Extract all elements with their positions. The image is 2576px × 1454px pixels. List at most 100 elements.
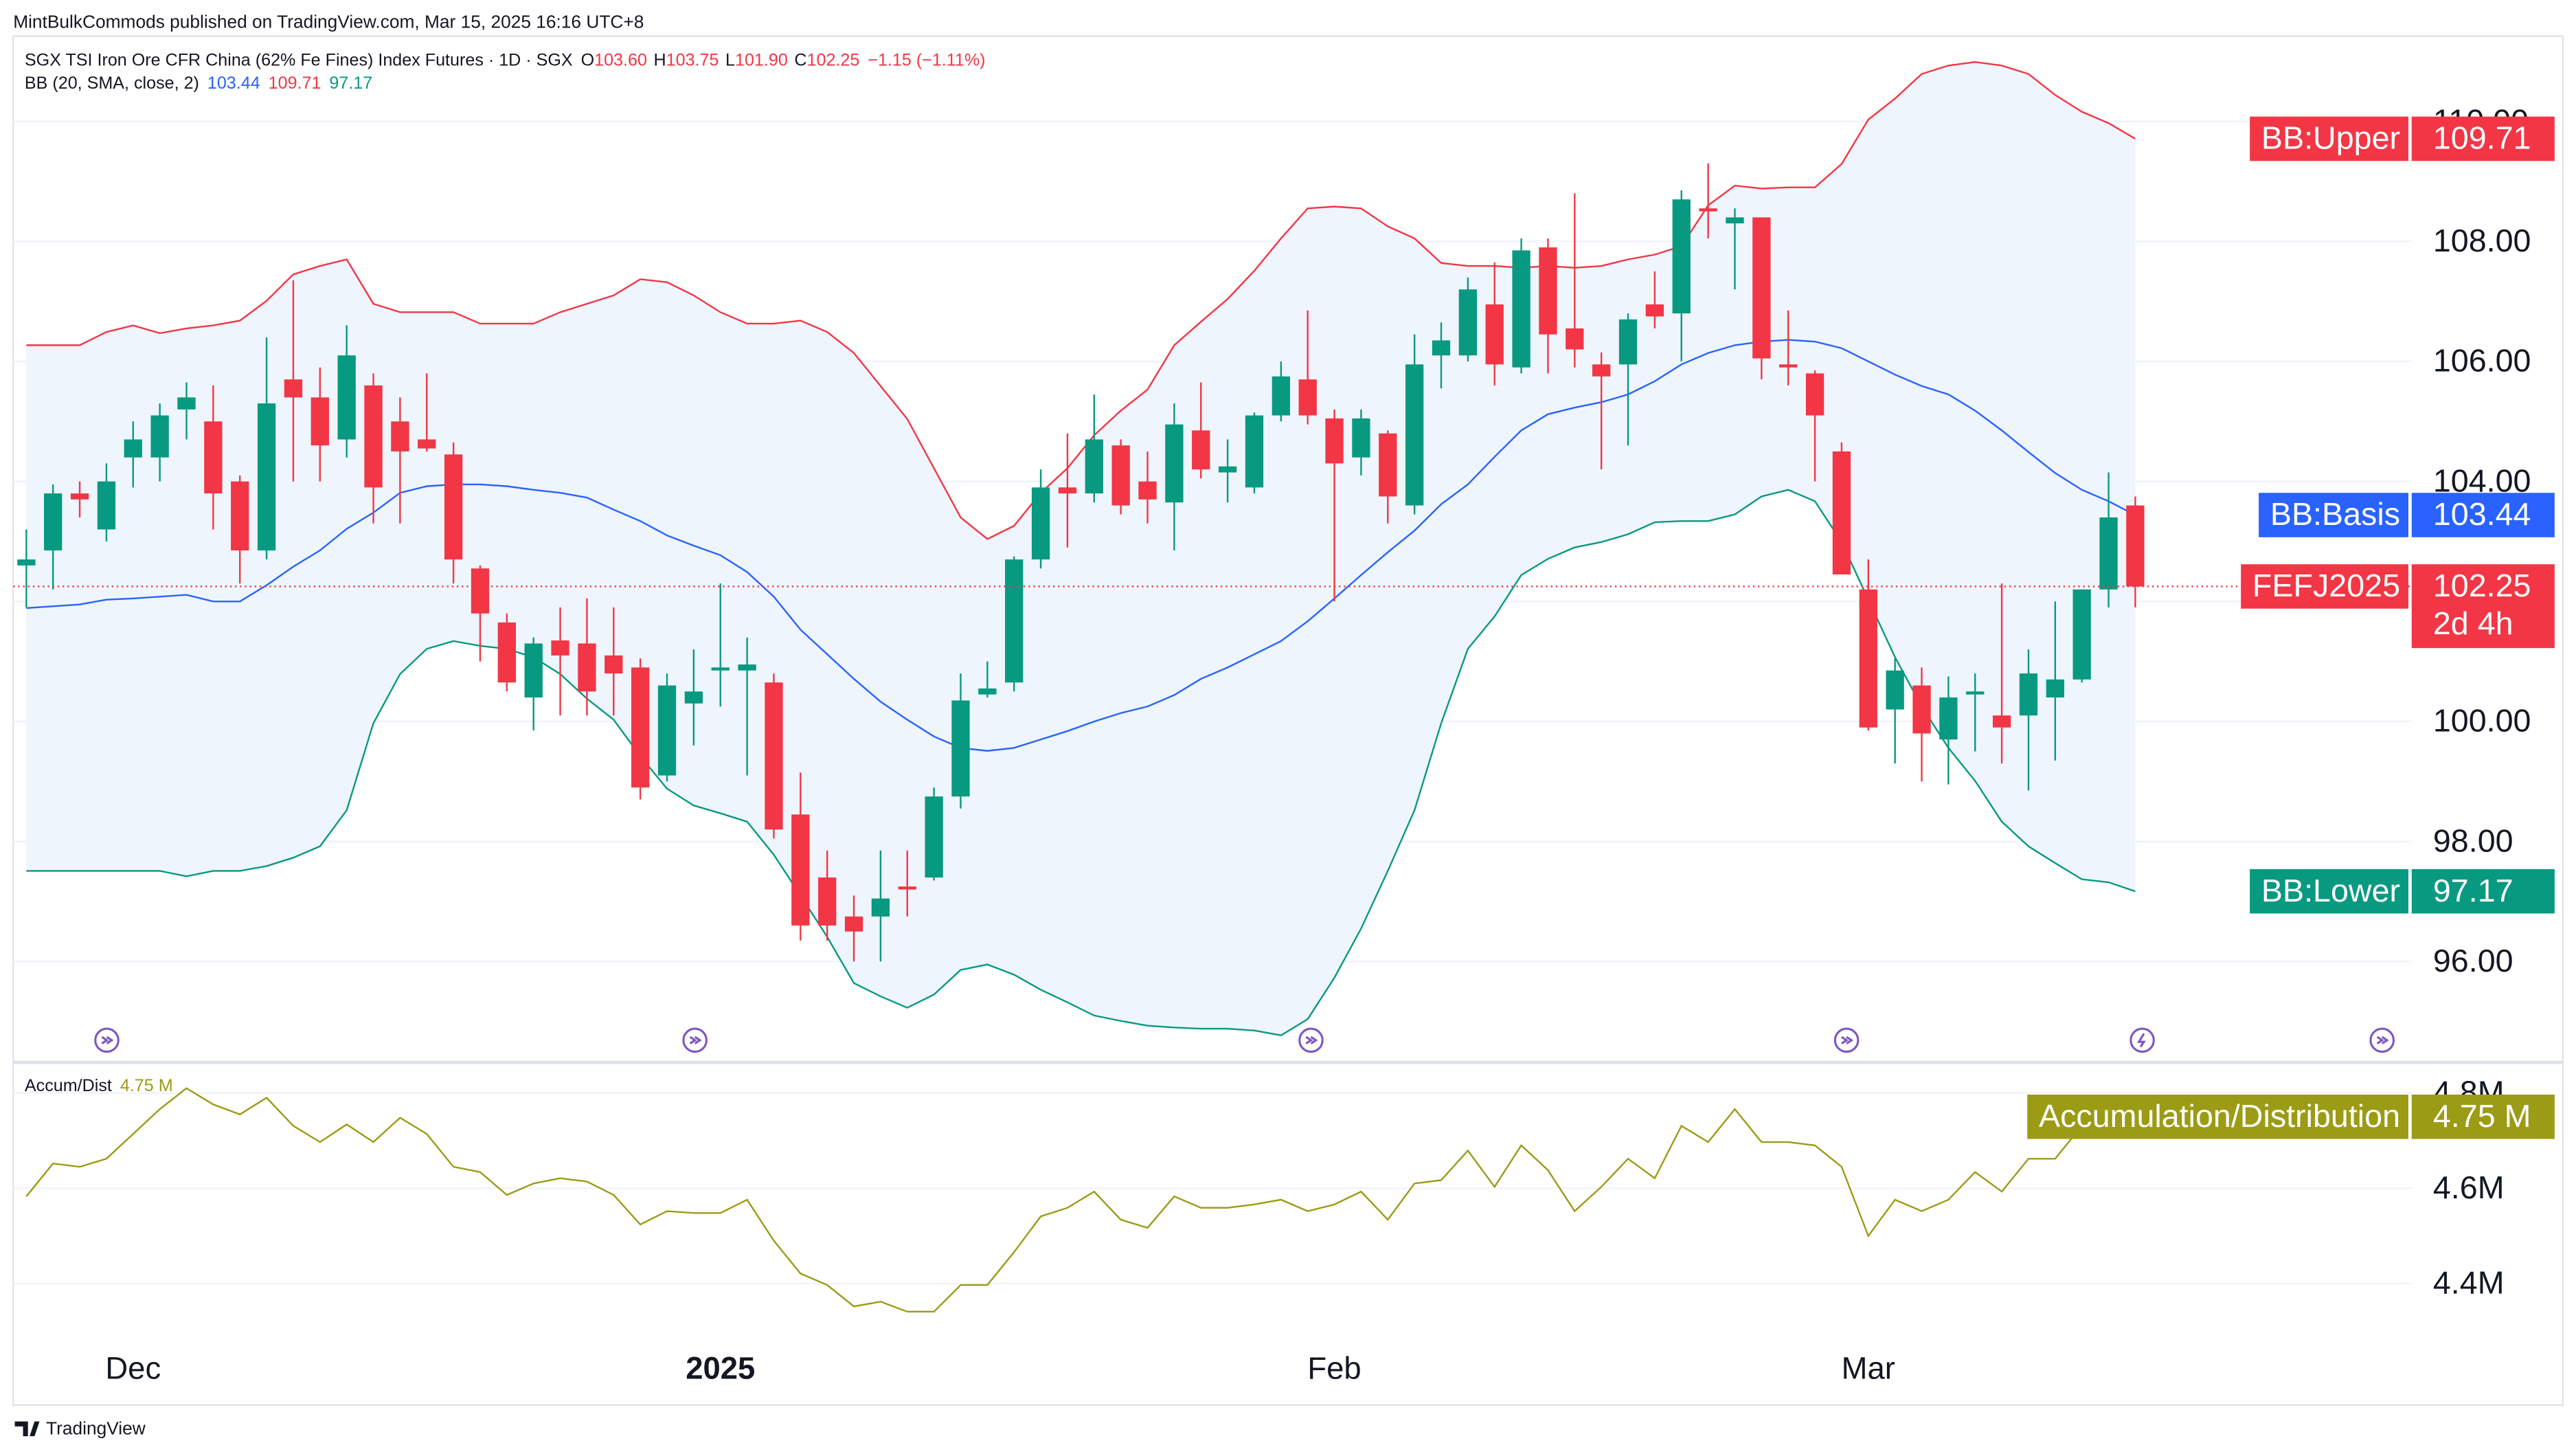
- candle-body: [1832, 451, 1851, 574]
- price-label-name-bg: [2250, 116, 2409, 161]
- brand: TradingView: [14, 1418, 146, 1439]
- candle-body: [1592, 364, 1611, 377]
- indicator-label: BB (20, SMA, close, 2): [25, 74, 199, 93]
- candle-body: [1779, 364, 1798, 368]
- candle-body: [497, 622, 516, 683]
- chart-title: SGX TSI Iron Ore CFR China (62% Fe Fines…: [25, 50, 573, 69]
- price-label-value-bg: [2411, 493, 2555, 537]
- y-tick-label: 4.6M: [2433, 1170, 2505, 1205]
- band-fill: [26, 62, 2136, 1036]
- ohlc-value: 101.90: [735, 50, 788, 69]
- candle-body: [578, 643, 596, 692]
- candle-body: [978, 688, 997, 695]
- event-icon[interactable]: [94, 1027, 120, 1053]
- ohlc-key: C: [794, 50, 806, 69]
- candle-body: [44, 493, 63, 551]
- candle-body: [124, 439, 142, 458]
- candle-body: [1726, 217, 1744, 224]
- event-icon[interactable]: [682, 1027, 708, 1053]
- price-pane: [13, 60, 2412, 1036]
- candle-body: [1325, 418, 1344, 464]
- candle-body: [551, 640, 569, 656]
- candle-body: [1859, 589, 1877, 728]
- candle-body: [1111, 445, 1130, 506]
- change: −1.15 (−1.11%): [868, 50, 985, 69]
- ohlc-value: 103.75: [666, 50, 719, 69]
- symbol-legend: SGX TSI Iron Ore CFR China (62% Fe Fines…: [25, 50, 986, 69]
- price-label-value-bg: [2411, 1094, 2555, 1139]
- event-icon[interactable]: [1833, 1027, 1860, 1053]
- candle-body: [418, 439, 436, 449]
- ad-legend: Accum/Dist 4.75 M: [25, 1075, 173, 1095]
- candle-body: [1966, 691, 1985, 695]
- price-label-value: 102.25: [2433, 568, 2531, 603]
- chart-frame: [12, 35, 2564, 1406]
- legend-value: 109.71: [269, 74, 321, 93]
- candle-body: [1618, 319, 1638, 365]
- event-icons: [94, 1027, 2395, 1053]
- x-tick-label: Dec: [105, 1351, 161, 1386]
- brand-logo: [14, 1421, 40, 1437]
- countdown: 2d 4h: [2433, 605, 2513, 641]
- candle-body: [1912, 685, 1931, 734]
- y-tick-label: 106.00: [2433, 343, 2531, 379]
- candle-body: [951, 700, 970, 797]
- candle-body: [765, 682, 783, 830]
- candle-body: [1192, 430, 1210, 470]
- candle-body: [2099, 517, 2118, 590]
- price-label-name: BB:Lower: [2261, 873, 2400, 908]
- ohlc-key: H: [654, 50, 666, 69]
- candle-body: [684, 691, 703, 704]
- ad-legend-value: 4.75 M: [120, 1075, 173, 1095]
- candle-body: [1379, 433, 1397, 497]
- candle-body: [898, 886, 916, 890]
- axes: 96.0098.00100.00102.00104.00106.00108.00…: [105, 102, 2531, 1385]
- candle-body: [444, 454, 463, 560]
- indicator-legend: BB (20, SMA, close, 2) 103.44 109.71 97.17: [25, 74, 372, 93]
- price-label-value: 109.71: [2433, 120, 2531, 156]
- indicator-pane: [25, 1087, 2136, 1313]
- price-label-name-bg: [2250, 869, 2409, 914]
- candle-body: [204, 421, 223, 494]
- candle-body: [1539, 247, 1557, 335]
- event-icon[interactable]: [2129, 1027, 2155, 1053]
- price-label-value-bg: [2411, 869, 2555, 914]
- event-icon[interactable]: [2369, 1027, 2395, 1053]
- candle-body: [631, 667, 650, 788]
- price-labels: BB:Upper 109.71 BB:Basis 103.44 BB:Lower 97.1…: [2027, 116, 2555, 1139]
- price-label-value: 103.44: [2433, 496, 2531, 532]
- candle-body: [1886, 670, 1904, 710]
- candle-body: [711, 667, 730, 671]
- candle-body: [70, 493, 89, 500]
- candle-body: [818, 877, 837, 926]
- price-label-name: Accumulation/Distribution: [2039, 1098, 2400, 1134]
- candle-body: [1031, 487, 1050, 560]
- y-tick-label: 96.00: [2433, 943, 2513, 978]
- candle-body: [524, 643, 543, 698]
- candle-body: [1939, 697, 1958, 740]
- candle-body: [1405, 364, 1424, 506]
- candle-body: [657, 685, 677, 776]
- candle-body: [871, 898, 890, 917]
- candle-body: [844, 916, 863, 932]
- candle-body: [1645, 304, 1664, 317]
- candle-body: [1245, 415, 1264, 488]
- candle-body: [1699, 208, 1717, 212]
- y-tick-label: 4.4M: [2433, 1265, 2505, 1301]
- candle-body: [605, 655, 623, 674]
- legend-value: 103.44: [207, 74, 260, 93]
- price-label-value-bg: [2411, 116, 2555, 161]
- candle-body: [284, 379, 303, 398]
- candle-body: [1752, 217, 1771, 359]
- candle-body: [1352, 418, 1370, 458]
- y-tick-label: 108.00: [2433, 223, 2531, 258]
- price-label-name: FEFJ2025: [2252, 568, 2400, 603]
- candle-body: [364, 385, 383, 488]
- event-icon[interactable]: [1298, 1027, 1324, 1053]
- candle-body: [1298, 379, 1317, 416]
- price-label-name-bg: [2241, 564, 2409, 609]
- legend-value: 97.17: [329, 74, 372, 93]
- price-label-value: 4.75 M: [2433, 1098, 2531, 1134]
- candle-body: [1058, 487, 1077, 494]
